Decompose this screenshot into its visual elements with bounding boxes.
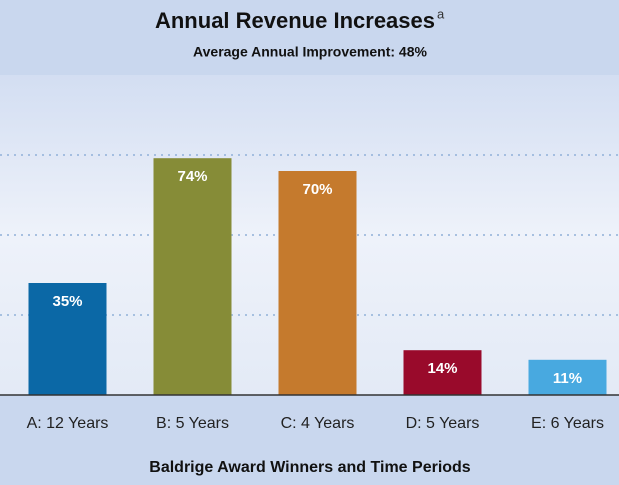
bar <box>278 171 357 395</box>
bar <box>28 283 107 395</box>
bar <box>528 359 607 395</box>
value-label: 70% <box>302 181 332 198</box>
value-label: 74% <box>177 168 207 185</box>
x-tick-label: C: 4 Years <box>281 415 355 432</box>
chart-subtitle: Average Annual Improvement: 48% <box>193 44 427 60</box>
x-tick-label: A: 12 Years <box>27 415 109 432</box>
value-label: 35% <box>52 293 82 310</box>
title-note: a <box>437 6 445 21</box>
x-tick-label: D: 5 Years <box>406 415 480 432</box>
x-tick-label: B: 5 Years <box>156 415 229 432</box>
chart-title: Annual Revenue Increases <box>155 8 435 33</box>
value-label: 14% <box>427 360 457 377</box>
x-tick-label: E: 6 Years <box>531 415 604 432</box>
bar <box>153 158 232 395</box>
bar <box>403 350 482 395</box>
value-label: 11% <box>553 370 582 387</box>
x-axis-title: Baldrige Award Winners and Time Periods <box>149 459 471 476</box>
